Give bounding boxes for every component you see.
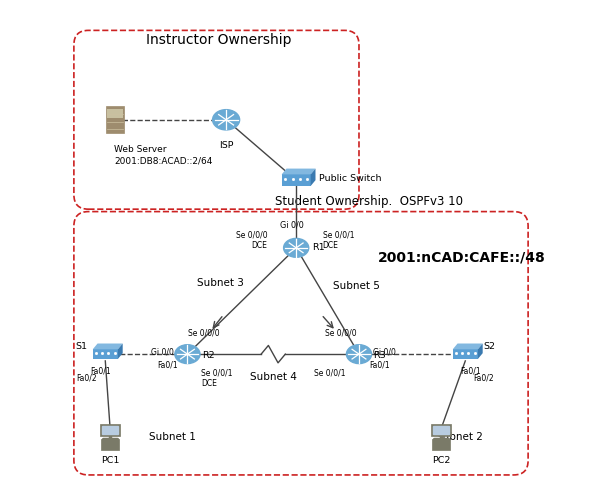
Text: Gi 0/0: Gi 0/0	[281, 221, 304, 229]
Text: Fa0/1: Fa0/1	[90, 367, 111, 376]
Bar	[432, 439, 450, 450]
Text: Gi 0/0: Gi 0/0	[373, 347, 396, 356]
Bar	[453, 349, 478, 359]
Text: Se 0/0/1
DCE: Se 0/0/1 DCE	[323, 230, 354, 250]
Ellipse shape	[346, 345, 371, 364]
Text: S1: S1	[75, 343, 87, 351]
Text: Fa0/2: Fa0/2	[76, 373, 98, 382]
Polygon shape	[282, 169, 315, 174]
Text: Subnet 5: Subnet 5	[333, 281, 380, 292]
Ellipse shape	[213, 110, 240, 130]
Bar	[106, 106, 124, 133]
Bar	[102, 426, 118, 434]
Text: Se 0/0/0: Se 0/0/0	[188, 329, 220, 338]
Bar	[282, 174, 311, 186]
Polygon shape	[453, 344, 483, 349]
Text: Gi 0/0: Gi 0/0	[151, 347, 174, 356]
Text: Fa0/1: Fa0/1	[370, 360, 390, 369]
Text: Fa0/2: Fa0/2	[473, 373, 494, 382]
Text: R3: R3	[373, 351, 386, 360]
Text: Subnet 1: Subnet 1	[149, 432, 196, 442]
Text: ISP: ISP	[219, 141, 234, 150]
Text: Se 0/0/0: Se 0/0/0	[325, 329, 356, 338]
Polygon shape	[118, 344, 123, 359]
Text: Public Switch: Public Switch	[320, 174, 382, 183]
Bar	[101, 439, 119, 450]
Bar	[432, 424, 451, 436]
Text: 2001:nCAD:CAFE::/48: 2001:nCAD:CAFE::/48	[378, 250, 546, 264]
Text: Se 0/0/0
DCE: Se 0/0/0 DCE	[235, 230, 267, 250]
Text: Student Ownership.  OSPFv3 10: Student Ownership. OSPFv3 10	[275, 195, 463, 208]
Text: Subnet 4: Subnet 4	[250, 372, 297, 382]
Text: Subnet 3: Subnet 3	[197, 278, 243, 288]
Bar	[93, 349, 118, 359]
Text: Fa0/1: Fa0/1	[157, 360, 178, 369]
Text: Se 0/0/1
DCE: Se 0/0/1 DCE	[201, 369, 232, 388]
Text: Fa0/1: Fa0/1	[460, 367, 480, 376]
Text: S2: S2	[483, 343, 495, 351]
Ellipse shape	[175, 345, 200, 364]
Ellipse shape	[284, 239, 309, 257]
Polygon shape	[93, 344, 123, 349]
Text: Web Server
2001:DB8:ACAD::2/64: Web Server 2001:DB8:ACAD::2/64	[114, 145, 213, 165]
Bar	[101, 424, 120, 436]
Text: R2: R2	[202, 351, 214, 360]
Text: Se 0/0/1: Se 0/0/1	[314, 369, 346, 378]
Bar	[107, 109, 123, 119]
Polygon shape	[478, 344, 483, 359]
Text: R1: R1	[312, 243, 324, 252]
Text: PC1: PC1	[101, 455, 119, 465]
Polygon shape	[311, 169, 315, 186]
Text: PC2: PC2	[432, 455, 450, 465]
Text: Instructor Ownership: Instructor Ownership	[146, 33, 291, 47]
Bar	[433, 426, 449, 434]
Text: Subnet 2: Subnet 2	[436, 432, 483, 442]
